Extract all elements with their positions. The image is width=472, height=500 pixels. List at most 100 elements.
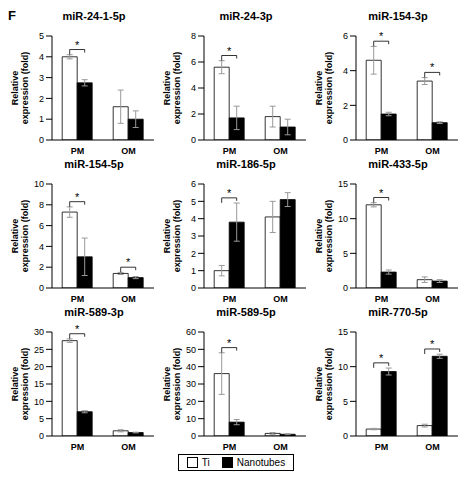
html-text:miR-589-3p: miR-589-3p [64, 306, 124, 318]
svg-text:0: 0 [39, 431, 44, 441]
svg-text:60: 60 [186, 327, 196, 337]
svg-text:4: 4 [191, 83, 196, 93]
svg-text:25: 25 [34, 345, 44, 355]
svg-text:50: 50 [186, 345, 196, 355]
svg-text:*: * [75, 191, 80, 203]
svg-text:6: 6 [343, 31, 348, 41]
svg-text:5: 5 [343, 397, 348, 407]
svg-text:*: * [379, 30, 384, 42]
svg-text:30: 30 [186, 379, 196, 389]
svg-text:5: 5 [191, 197, 196, 207]
svg-text:PM: PM [223, 146, 237, 156]
svg-text:PM: PM [223, 294, 237, 304]
svg-text:2: 2 [191, 249, 196, 259]
svg-text:PM: PM [223, 442, 237, 452]
svg-text:8: 8 [191, 31, 196, 41]
svg-text:OM: OM [273, 442, 288, 452]
svg-text:0: 0 [191, 283, 196, 293]
svg-text:Relativeexpression (fold): Relativeexpression (fold) [162, 200, 182, 273]
svg-text:*: * [75, 39, 80, 51]
svg-text:Relativeexpression (fold): Relativeexpression (fold) [162, 52, 182, 125]
svg-text:3: 3 [191, 231, 196, 241]
svg-text:6: 6 [39, 221, 44, 231]
html-text:miR-770-5p: miR-770-5p [368, 306, 428, 318]
svg-text:PM: PM [71, 294, 85, 304]
svg-text:OM: OM [121, 146, 136, 156]
svg-text:OM: OM [425, 294, 440, 304]
svg-text:PM: PM [71, 146, 85, 156]
svg-text:8: 8 [39, 200, 44, 210]
svg-text:Relativeexpression (fold): Relativeexpression (fold) [314, 52, 334, 125]
svg-text:5: 5 [343, 249, 348, 259]
svg-text:5: 5 [39, 31, 44, 41]
svg-text:4: 4 [39, 242, 44, 252]
svg-text:PM: PM [375, 146, 389, 156]
html-text:miR-24-1-5p: miR-24-1-5p [62, 10, 126, 22]
svg-text:2: 2 [39, 94, 44, 104]
html-text:miR-154-3p: miR-154-3p [368, 10, 428, 22]
svg-text:0: 0 [343, 431, 348, 441]
html-text:miR-24-3p: miR-24-3p [219, 10, 273, 22]
svg-text:15: 15 [34, 379, 44, 389]
svg-text:PM: PM [375, 442, 389, 452]
svg-text:10: 10 [34, 397, 44, 407]
svg-text:10: 10 [338, 214, 348, 224]
html-text:Ti: Ti [201, 457, 210, 468]
html-text:miR-186-5p: miR-186-5p [216, 158, 276, 170]
svg-text:PM: PM [375, 294, 389, 304]
svg-text:*: * [227, 337, 232, 349]
svg-text:OM: OM [425, 146, 440, 156]
svg-text:10: 10 [186, 414, 196, 424]
svg-text:*: * [379, 187, 384, 199]
svg-text:Relativeexpression (fold): Relativeexpression (fold) [10, 348, 30, 421]
svg-text:1: 1 [39, 114, 44, 124]
svg-text:3: 3 [39, 73, 44, 83]
svg-text:Relativeexpression (fold): Relativeexpression (fold) [314, 348, 334, 421]
svg-text:4: 4 [191, 214, 196, 224]
svg-text:*: * [227, 187, 232, 199]
svg-text:PM: PM [71, 442, 85, 452]
svg-text:2: 2 [39, 262, 44, 272]
svg-text:*: * [227, 45, 232, 57]
svg-text:*: * [430, 61, 435, 73]
svg-text:4: 4 [39, 52, 44, 62]
svg-text:40: 40 [186, 362, 196, 372]
svg-text:6: 6 [191, 57, 196, 67]
svg-text:15: 15 [338, 327, 348, 337]
svg-text:*: * [379, 352, 384, 364]
html-text:miR-589-5p: miR-589-5p [216, 306, 276, 318]
svg-text:*: * [126, 256, 131, 268]
html-text:miR-433-5p: miR-433-5p [368, 158, 428, 170]
svg-text:1: 1 [191, 266, 196, 276]
svg-text:Relativeexpression (fold): Relativeexpression (fold) [314, 200, 334, 273]
html-text:Nanotubes: Nanotubes [236, 457, 286, 468]
svg-text:15: 15 [338, 179, 348, 189]
svg-text:30: 30 [34, 327, 44, 337]
svg-text:*: * [75, 323, 80, 335]
svg-text:10: 10 [338, 362, 348, 372]
svg-text:OM: OM [425, 442, 440, 452]
svg-text:4: 4 [343, 66, 348, 76]
svg-text:Relativeexpression (fold): Relativeexpression (fold) [10, 200, 30, 273]
svg-text:5: 5 [39, 414, 44, 424]
svg-text:Relativeexpression (fold): Relativeexpression (fold) [10, 52, 30, 125]
svg-text:0: 0 [191, 135, 196, 145]
svg-text:Relativeexpression (fold): Relativeexpression (fold) [162, 348, 182, 421]
svg-text:0: 0 [39, 283, 44, 293]
svg-text:OM: OM [273, 294, 288, 304]
svg-text:OM: OM [121, 442, 136, 452]
svg-text:10: 10 [34, 179, 44, 189]
svg-text:6: 6 [191, 179, 196, 189]
svg-text:*: * [430, 338, 435, 350]
svg-text:2: 2 [191, 109, 196, 119]
svg-text:20: 20 [34, 362, 44, 372]
svg-text:0: 0 [343, 283, 348, 293]
svg-text:0: 0 [343, 135, 348, 145]
svg-text:2: 2 [343, 101, 348, 111]
svg-text:0: 0 [39, 135, 44, 145]
svg-text:0: 0 [191, 431, 196, 441]
html-text:miR-154-5p: miR-154-5p [64, 158, 124, 170]
svg-text:OM: OM [273, 146, 288, 156]
svg-text:20: 20 [186, 397, 196, 407]
svg-text:OM: OM [121, 294, 136, 304]
